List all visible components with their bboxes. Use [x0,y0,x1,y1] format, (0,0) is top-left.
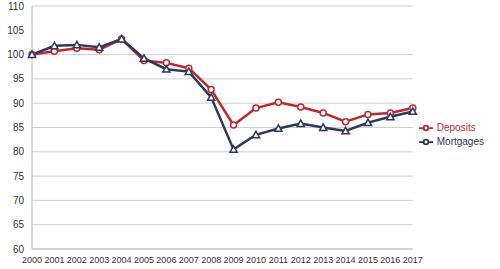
svg-text:2007: 2007 [179,255,199,265]
svg-text:2006: 2006 [156,255,176,265]
svg-text:2000: 2000 [22,255,42,265]
svg-text:2004: 2004 [112,255,132,265]
svg-text:2001: 2001 [44,255,64,265]
svg-text:100: 100 [8,49,24,60]
svg-text:2014: 2014 [336,255,356,265]
svg-text:2003: 2003 [89,255,109,265]
svg-text:2009: 2009 [224,255,244,265]
svg-text:2017: 2017 [403,255,423,265]
svg-text:2012: 2012 [291,255,311,265]
svg-text:80: 80 [13,146,25,157]
svg-text:2002: 2002 [67,255,87,265]
svg-text:95: 95 [13,73,25,84]
html-text:Deposits: Deposits [436,121,476,133]
svg-text:60: 60 [13,244,25,255]
svg-text:2008: 2008 [201,255,221,265]
svg-text:2015: 2015 [358,255,378,265]
svg-text:90: 90 [13,98,25,109]
svg-text:105: 105 [8,25,24,36]
svg-text:2016: 2016 [380,255,400,265]
svg-text:70: 70 [13,195,25,206]
svg-text:2010: 2010 [246,255,266,265]
svg-text:75: 75 [13,171,25,182]
svg-text:2005: 2005 [134,255,154,265]
svg-text:2013: 2013 [313,255,333,265]
svg-text:85: 85 [13,122,25,133]
svg-text:110: 110 [8,1,24,12]
html-text:Mortgages: Mortgages [436,135,484,147]
svg-text:65: 65 [13,219,25,230]
svg-text:2011: 2011 [269,255,288,265]
